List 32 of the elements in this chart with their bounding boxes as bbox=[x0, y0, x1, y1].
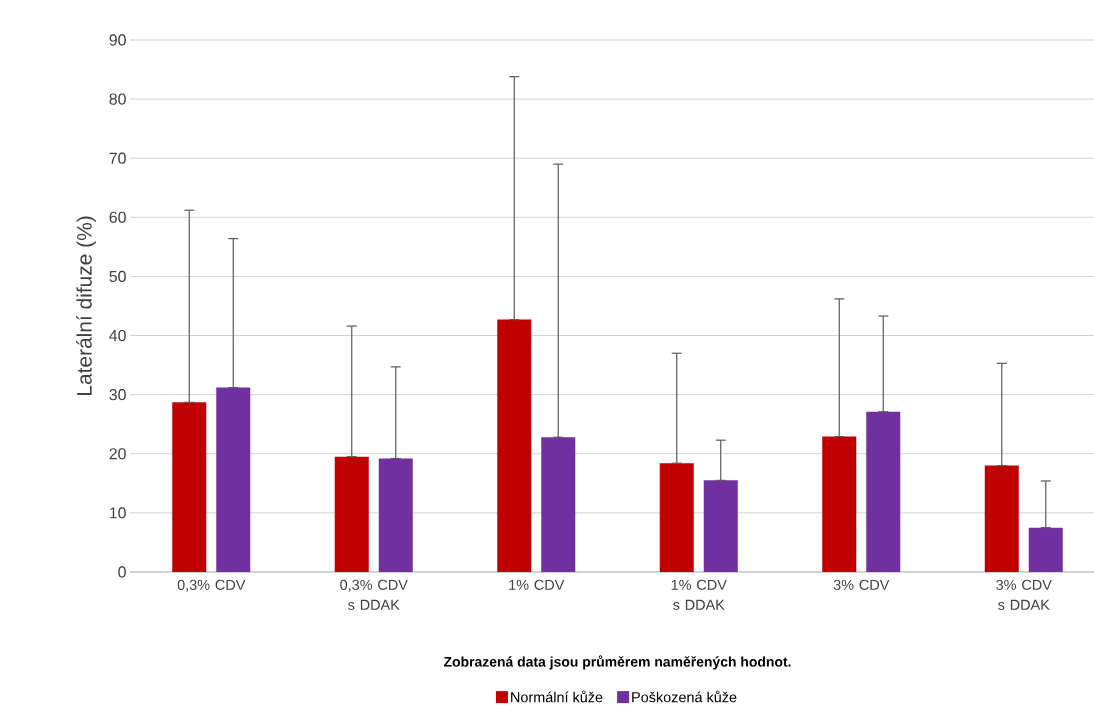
y-tick-label: 40 bbox=[109, 329, 126, 342]
bar bbox=[703, 480, 738, 572]
y-tick-label: 30 bbox=[109, 389, 126, 401]
legend-label: Normální kůže bbox=[511, 690, 603, 703]
bar bbox=[1028, 527, 1063, 572]
x-tick-label: 0,3% CDV s DDAK bbox=[340, 579, 408, 610]
bar bbox=[659, 463, 694, 572]
y-axis-title: Laterální difuze (%) bbox=[76, 216, 96, 395]
y-tick-label: 0 bbox=[118, 566, 126, 578]
bar bbox=[822, 436, 857, 572]
x-tick-label: 3% CDV bbox=[833, 579, 890, 590]
bar bbox=[984, 465, 1019, 572]
bar bbox=[541, 437, 576, 572]
y-tick-label: 70 bbox=[109, 152, 126, 164]
x-tick-label: 3% CDV s DDAK bbox=[996, 579, 1052, 610]
legend-label: Poškozená kůže bbox=[632, 690, 737, 703]
x-tick-label: 1% CDV bbox=[509, 579, 565, 590]
y-tick-label: 20 bbox=[109, 448, 126, 460]
bar bbox=[866, 411, 901, 572]
bar bbox=[216, 387, 251, 572]
bar bbox=[172, 402, 207, 572]
y-tick-label: 80 bbox=[109, 93, 126, 105]
x-tick-label: 1% CDV s DDAK bbox=[671, 579, 727, 610]
y-tick-label: 10 bbox=[109, 507, 126, 519]
y-tick-label: 60 bbox=[109, 211, 126, 223]
bar bbox=[334, 456, 369, 572]
y-tick-label: 50 bbox=[109, 270, 126, 283]
x-tick-label: 0,3% CDV bbox=[177, 579, 246, 592]
bar bbox=[497, 319, 532, 572]
y-tick-label: 90 bbox=[109, 34, 126, 46]
text: Zobrazená data jsou průměrem naměřených hodnot. bbox=[443, 655, 791, 670]
bar bbox=[378, 458, 413, 572]
